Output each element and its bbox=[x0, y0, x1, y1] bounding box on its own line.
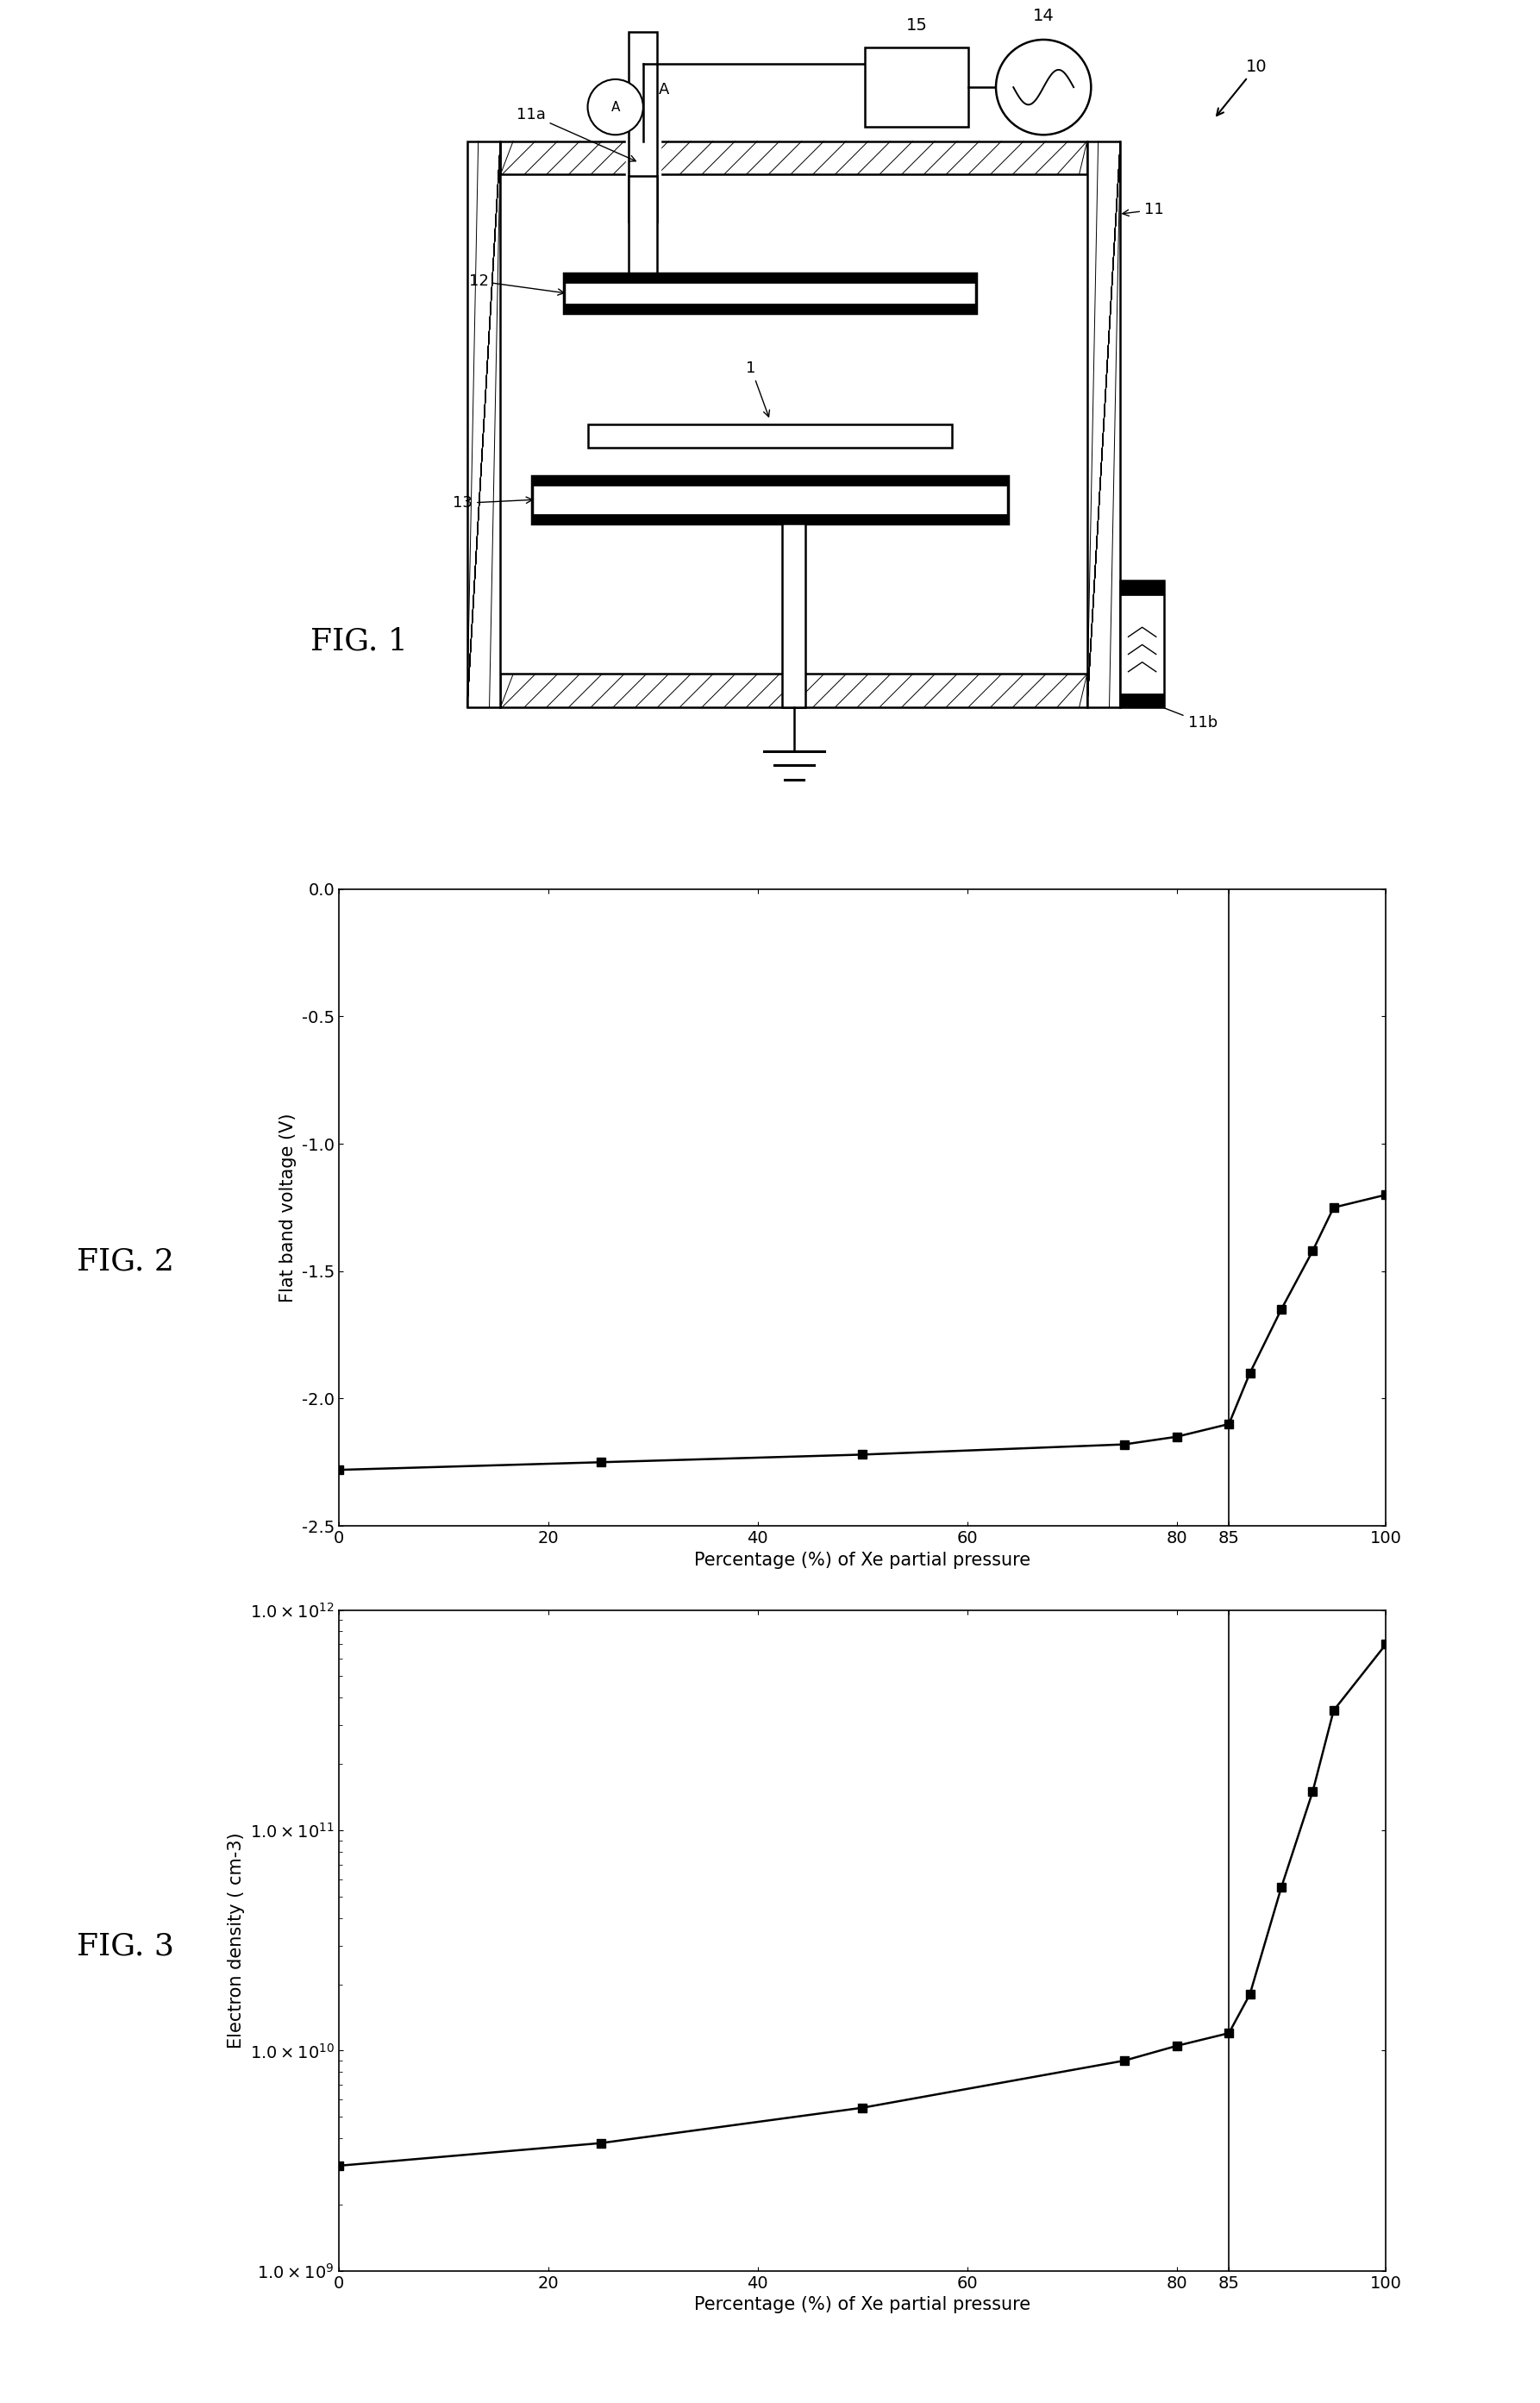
Bar bbox=[467, 142, 501, 706]
Circle shape bbox=[996, 38, 1090, 135]
Text: 14: 14 bbox=[1033, 7, 1055, 24]
Text: 12: 12 bbox=[468, 274, 564, 296]
Bar bbox=[628, 31, 658, 221]
Bar bbox=[564, 274, 976, 284]
Bar bbox=[628, 175, 658, 274]
Bar bbox=[533, 476, 1007, 485]
Bar bbox=[1121, 582, 1164, 594]
Bar bbox=[501, 142, 1087, 175]
Text: 13: 13 bbox=[453, 495, 533, 512]
Bar bbox=[865, 48, 969, 127]
Text: 10: 10 bbox=[1217, 58, 1267, 115]
Bar bbox=[588, 425, 952, 447]
Text: A: A bbox=[659, 82, 670, 99]
Text: 11a: 11a bbox=[516, 106, 636, 161]
Text: FIG. 2: FIG. 2 bbox=[77, 1247, 174, 1276]
X-axis label: Percentage (%) of Xe partial pressure: Percentage (%) of Xe partial pressure bbox=[695, 1552, 1030, 1569]
Y-axis label: Flat band voltage (V): Flat band voltage (V) bbox=[280, 1113, 297, 1302]
Bar bbox=[564, 274, 976, 312]
Bar bbox=[533, 476, 1007, 524]
Text: FIG. 3: FIG. 3 bbox=[77, 1932, 174, 1961]
Text: 15: 15 bbox=[906, 17, 927, 34]
Text: 11: 11 bbox=[1123, 202, 1164, 219]
Bar bbox=[1121, 692, 1164, 706]
Bar bbox=[625, 137, 661, 178]
Text: 1: 1 bbox=[747, 360, 770, 416]
Text: FIG. 1: FIG. 1 bbox=[310, 627, 408, 656]
Text: A: A bbox=[611, 101, 621, 113]
Bar bbox=[1087, 142, 1121, 706]
Bar bbox=[501, 673, 1087, 706]
Bar bbox=[533, 514, 1007, 524]
Circle shape bbox=[588, 79, 644, 135]
Text: 11b: 11b bbox=[1146, 699, 1217, 731]
Y-axis label: Electron density ( cm-3): Electron density ( cm-3) bbox=[228, 1833, 245, 2047]
Bar bbox=[564, 303, 976, 312]
Bar bbox=[1121, 582, 1164, 706]
X-axis label: Percentage (%) of Xe partial pressure: Percentage (%) of Xe partial pressure bbox=[695, 2297, 1030, 2314]
Bar bbox=[782, 524, 805, 706]
